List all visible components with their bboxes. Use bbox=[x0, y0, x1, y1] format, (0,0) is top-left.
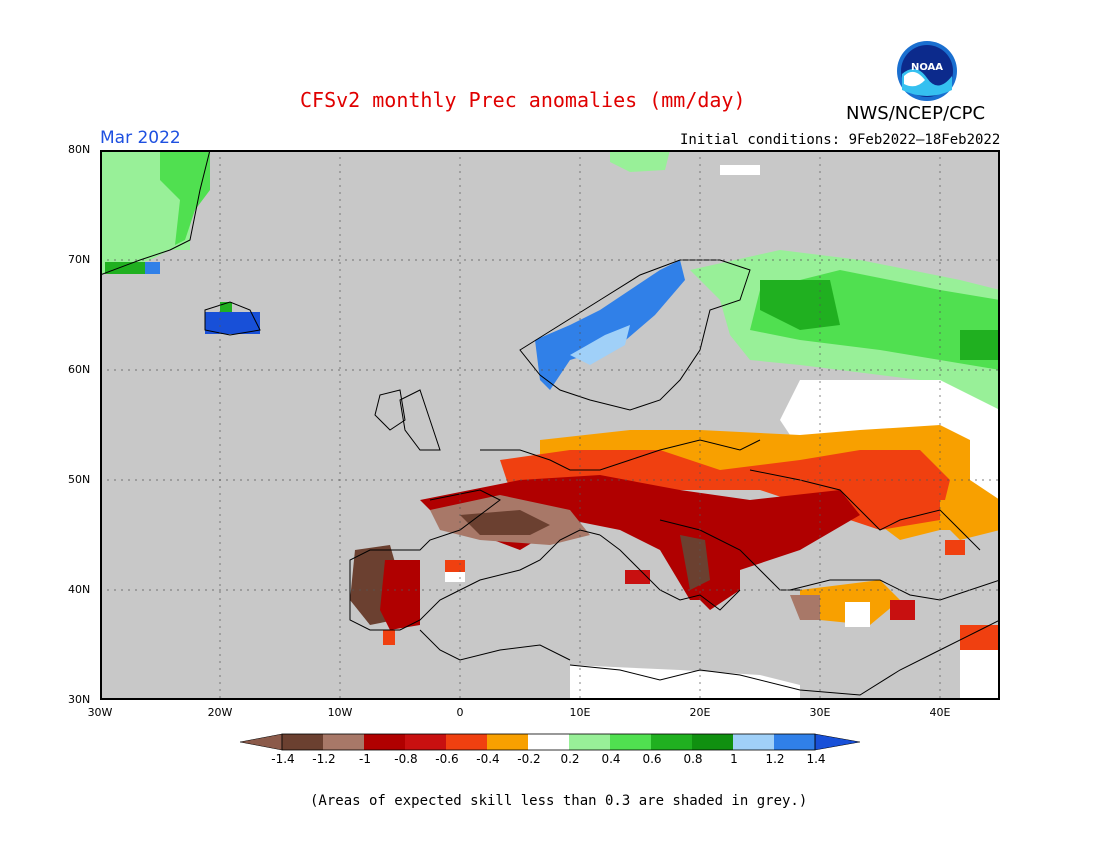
colorbar-bin bbox=[774, 734, 815, 750]
colorbar-bin bbox=[610, 734, 651, 750]
sw-asia-orange bbox=[960, 625, 1000, 650]
norway-blue bbox=[535, 260, 685, 390]
colorbar-bin bbox=[569, 734, 610, 750]
colorbar-arrow-left bbox=[240, 733, 283, 751]
colorbar-tick: 1.2 bbox=[765, 752, 785, 766]
colorbar-bin bbox=[405, 734, 446, 750]
greenland-dark-green bbox=[105, 262, 145, 274]
lon-label-20e: 20E bbox=[689, 706, 711, 719]
colorbar-bin bbox=[733, 734, 774, 750]
colorbar-bin bbox=[651, 734, 692, 750]
lon-label-30e: 30E bbox=[809, 706, 831, 719]
turkey-white bbox=[845, 602, 870, 627]
initial-conditions-label: Initial conditions: 9Feb2022–18Feb2022 bbox=[680, 132, 1001, 148]
colorbar-tick: -0.6 bbox=[435, 752, 459, 766]
colorbar-tick: -1.2 bbox=[312, 752, 336, 766]
colorbar-tick: -0.8 bbox=[394, 752, 418, 766]
lon-label-10e: 10E bbox=[569, 706, 591, 719]
norway-lightblue bbox=[570, 325, 630, 365]
russia-dark-green-2 bbox=[960, 330, 1000, 360]
colorbar-tick: 1 bbox=[730, 752, 738, 766]
svg-text:NOAA: NOAA bbox=[911, 62, 943, 73]
turkey-red-2 bbox=[890, 600, 915, 620]
colorbar-tick: 0.8 bbox=[683, 752, 703, 766]
iberia-orange bbox=[445, 560, 465, 572]
lon-label-10w: 10W bbox=[327, 706, 353, 719]
colorbar-tick: 0.2 bbox=[560, 752, 580, 766]
iceland-green bbox=[220, 302, 232, 312]
caspian-orange bbox=[940, 500, 1000, 540]
graticule bbox=[100, 150, 1000, 700]
colorbar-bin bbox=[528, 734, 569, 750]
lon-label-0: 0 bbox=[456, 706, 464, 719]
lat-label-40n: 40N bbox=[68, 583, 91, 596]
lat-label-60n: 60N bbox=[68, 363, 91, 376]
map-frame bbox=[100, 150, 1000, 700]
lon-label-30w: 30W bbox=[87, 706, 113, 719]
caucasus-red bbox=[945, 540, 965, 555]
anomaly-map bbox=[100, 150, 1000, 700]
colorbar-bin bbox=[364, 734, 405, 750]
lat-label-80n: 80N bbox=[68, 143, 91, 156]
month-label: Mar 2022 bbox=[100, 128, 181, 148]
skill-footnote: (Areas of expected skill less than 0.3 a… bbox=[310, 793, 808, 809]
colorbar-bin bbox=[282, 734, 323, 750]
italy-red bbox=[625, 570, 650, 584]
colorbar-arrow-right bbox=[814, 733, 861, 751]
greenland-blue bbox=[145, 262, 160, 274]
iberia-white bbox=[445, 572, 465, 582]
iceland-blue bbox=[205, 312, 260, 334]
colorbar-tick: -1 bbox=[359, 752, 371, 766]
africa-white bbox=[570, 665, 800, 700]
france-dark-brown bbox=[460, 510, 550, 535]
chart-title: CFSv2 monthly Prec anomalies (mm/day) bbox=[300, 88, 746, 112]
russia-dark-green bbox=[760, 280, 840, 330]
turkey-red bbox=[790, 595, 820, 620]
colorbar-bin bbox=[323, 734, 364, 750]
colorbar-tick: -0.4 bbox=[476, 752, 500, 766]
colorbar-tick: -0.2 bbox=[517, 752, 541, 766]
colorbar-tick: 0.6 bbox=[642, 752, 662, 766]
lon-label-20w: 20W bbox=[207, 706, 233, 719]
colorbar-tick: 1.4 bbox=[806, 752, 826, 766]
lat-label-50n: 50N bbox=[68, 473, 91, 486]
svalbard-green bbox=[610, 150, 670, 172]
colorbar-tick: 0.4 bbox=[601, 752, 621, 766]
sw-asia-white bbox=[960, 650, 1000, 700]
colorbar-tick: -1.4 bbox=[271, 752, 295, 766]
iberia-red bbox=[380, 560, 420, 630]
morocco-red bbox=[383, 630, 395, 645]
lat-label-30n: 30N bbox=[68, 693, 91, 706]
colorbar bbox=[240, 733, 861, 751]
svalbard-white bbox=[720, 165, 760, 175]
lat-label-70n: 70N bbox=[68, 253, 91, 266]
greenland-coast-green bbox=[160, 150, 210, 245]
noaa-logo: NOAA bbox=[897, 41, 957, 101]
agency-label: NWS/NCEP/CPC bbox=[846, 103, 986, 124]
lon-label-40e: 40E bbox=[929, 706, 951, 719]
colorbar-bin bbox=[692, 734, 733, 750]
balkans-brown bbox=[680, 535, 710, 590]
colorbar-bin bbox=[446, 734, 487, 750]
colorbar-bin bbox=[487, 734, 528, 750]
